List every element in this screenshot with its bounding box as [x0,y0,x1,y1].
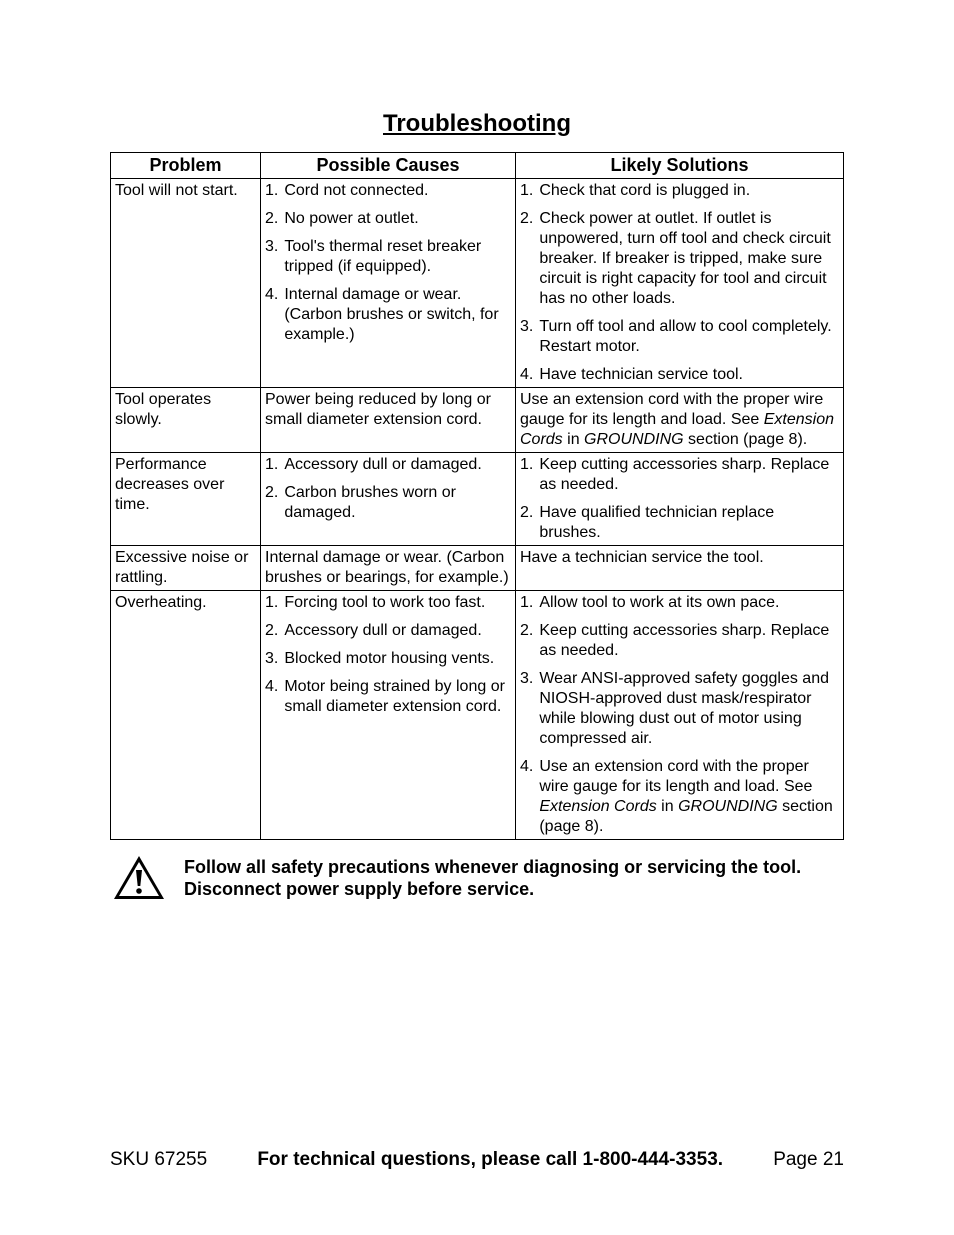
list-number: 2. [265,209,284,229]
cause-cell: Internal damage or wear. (Carbon brushes… [261,546,516,591]
list-number: 3. [520,317,539,357]
solution-text: in [563,431,584,448]
sku-label: SKU 67255 [110,1149,207,1171]
cause-cell: 1.Forcing tool to work too fast. 2.Acces… [261,591,516,840]
list-number: 3. [265,649,284,669]
list-number: 2. [520,621,539,661]
cause-text: Blocked motor housing vents. [284,649,511,669]
table-row: Tool will not start. 1.Cord not connecte… [111,179,844,388]
table-row: Tool operates slowly. Power being reduce… [111,388,844,453]
cause-cell: 1.Accessory dull or damaged. 2.Carbon br… [261,453,516,546]
list-number: 3. [520,669,539,749]
cause-cell: 1.Cord not connected. 2.No power at outl… [261,179,516,388]
problem-cell: Overheating. [111,591,261,840]
solution-cell: Use an extension cord with the proper wi… [516,388,844,453]
list-number: 2. [265,621,284,641]
warning-icon [112,854,166,902]
list-number: 1. [520,593,539,613]
cause-text: Accessory dull or damaged. [284,455,511,475]
th-solutions: Likely Solutions [516,153,844,179]
solution-text: Use an extension cord with the proper wi… [539,757,839,837]
solution-text: Allow tool to work at its own pace. [539,593,839,613]
table-row: Excessive noise or rattling. Internal da… [111,546,844,591]
problem-cell: Tool operates slowly. [111,388,261,453]
table-row: Performance decreases over time. 1.Acces… [111,453,844,546]
list-number: 1. [265,593,284,613]
list-number: 4. [265,285,284,345]
problem-cell: Performance decreases over time. [111,453,261,546]
solution-text-italic: GROUNDING [584,431,684,448]
troubleshooting-table: Problem Possible Causes Likely Solutions… [110,152,844,840]
solution-cell: Have a technician service the tool. [516,546,844,591]
solution-text: Have technician service tool. [539,365,839,385]
list-number: 2. [265,483,284,523]
cause-text: Forcing tool to work too fast. [284,593,511,613]
list-number: 1. [265,455,284,475]
th-causes: Possible Causes [261,153,516,179]
solution-text: Have qualified technician replace brushe… [539,503,839,543]
solution-text: Turn off tool and allow to cool complete… [539,317,839,357]
safety-warning: Follow all safety precautions whenever d… [110,854,844,902]
list-number: 3. [265,237,284,277]
solution-text: Keep cutting accessories sharp. Replace … [539,621,839,661]
list-number: 4. [265,677,284,717]
tech-support-label: For technical questions, please call 1-8… [257,1149,723,1171]
solution-text: section (page 8). [684,431,808,448]
solution-cell: 1.Check that cord is plugged in. 2.Check… [516,179,844,388]
cause-text: Internal damage or wear. (Carbon brushes… [284,285,511,345]
cause-text: Motor being strained by long or small di… [284,677,511,717]
list-number: 4. [520,365,539,385]
solution-text: Check power at outlet. If outlet is unpo… [539,209,839,309]
solution-cell: 1.Allow tool to work at its own pace. 2.… [516,591,844,840]
solution-cell: 1.Keep cutting accessories sharp. Replac… [516,453,844,546]
list-number: 1. [520,455,539,495]
problem-cell: Excessive noise or rattling. [111,546,261,591]
list-number: 2. [520,503,539,543]
cause-text: Tool's thermal reset breaker tripped (if… [284,237,511,277]
table-row: Overheating. 1.Forcing tool to work too … [111,591,844,840]
solution-text: Keep cutting accessories sharp. Replace … [539,455,839,495]
list-number: 2. [520,209,539,309]
solution-text: Wear ANSI-approved safety goggles and NI… [539,669,839,749]
cause-text: No power at outlet. [284,209,511,229]
th-problem: Problem [111,153,261,179]
problem-cell: Tool will not start. [111,179,261,388]
list-number: 1. [265,181,284,201]
cause-cell: Power being reduced by long or small dia… [261,388,516,453]
page-footer: SKU 67255 For technical questions, pleas… [110,1149,844,1171]
solution-text: Check that cord is plugged in. [539,181,839,201]
cause-text: Carbon brushes worn or damaged. [284,483,511,523]
cause-text: Cord not connected. [284,181,511,201]
list-number: 1. [520,181,539,201]
cause-text: Accessory dull or damaged. [284,621,511,641]
page-title: Troubleshooting [110,110,844,138]
list-number: 4. [520,757,539,837]
page-number-label: Page 21 [773,1149,844,1171]
warning-text: Follow all safety precautions whenever d… [184,856,842,901]
